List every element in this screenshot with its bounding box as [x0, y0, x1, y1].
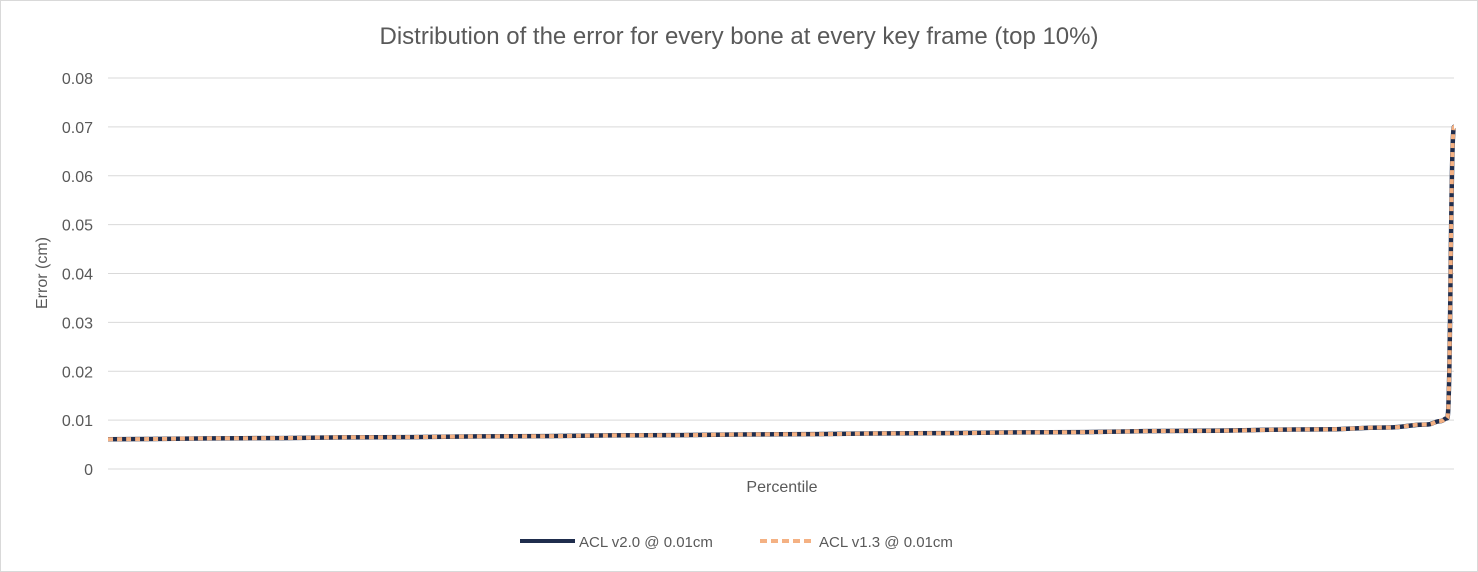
y-tick-label: 0.08: [62, 71, 93, 88]
series-line-acl-v2: [107, 124, 1457, 442]
y-tick-label: 0.02: [62, 364, 93, 381]
y-tick-label: 0.05: [62, 218, 93, 235]
y-axis-label: Error (cm): [34, 237, 51, 309]
gridlines: [108, 77, 1454, 470]
series-line-acl-v1-3: [107, 124, 1456, 442]
legend-label: ACL v2.0 @ 0.01cm: [579, 534, 713, 551]
y-axis-ticks: 0 0.01 0.02 0.03 0.04 0.05 0.06 0.07 0.08: [62, 71, 93, 479]
y-tick-label: 0: [84, 462, 93, 479]
y-tick-label: 0.06: [62, 169, 93, 186]
y-tick-label: 0.04: [62, 267, 93, 284]
legend-label: ACL v1.3 @ 0.01cm: [819, 534, 953, 551]
chart-title: Distribution of the error for every bone…: [380, 23, 1099, 50]
legend: ACL v2.0 @ 0.01cm ACL v1.3 @ 0.01cm: [520, 534, 953, 551]
series-lines: [107, 124, 1457, 442]
y-tick-label: 0.01: [62, 413, 93, 430]
x-axis-label: Percentile: [746, 479, 817, 496]
y-tick-label: 0.07: [62, 120, 93, 137]
y-tick-label: 0.03: [62, 315, 93, 332]
